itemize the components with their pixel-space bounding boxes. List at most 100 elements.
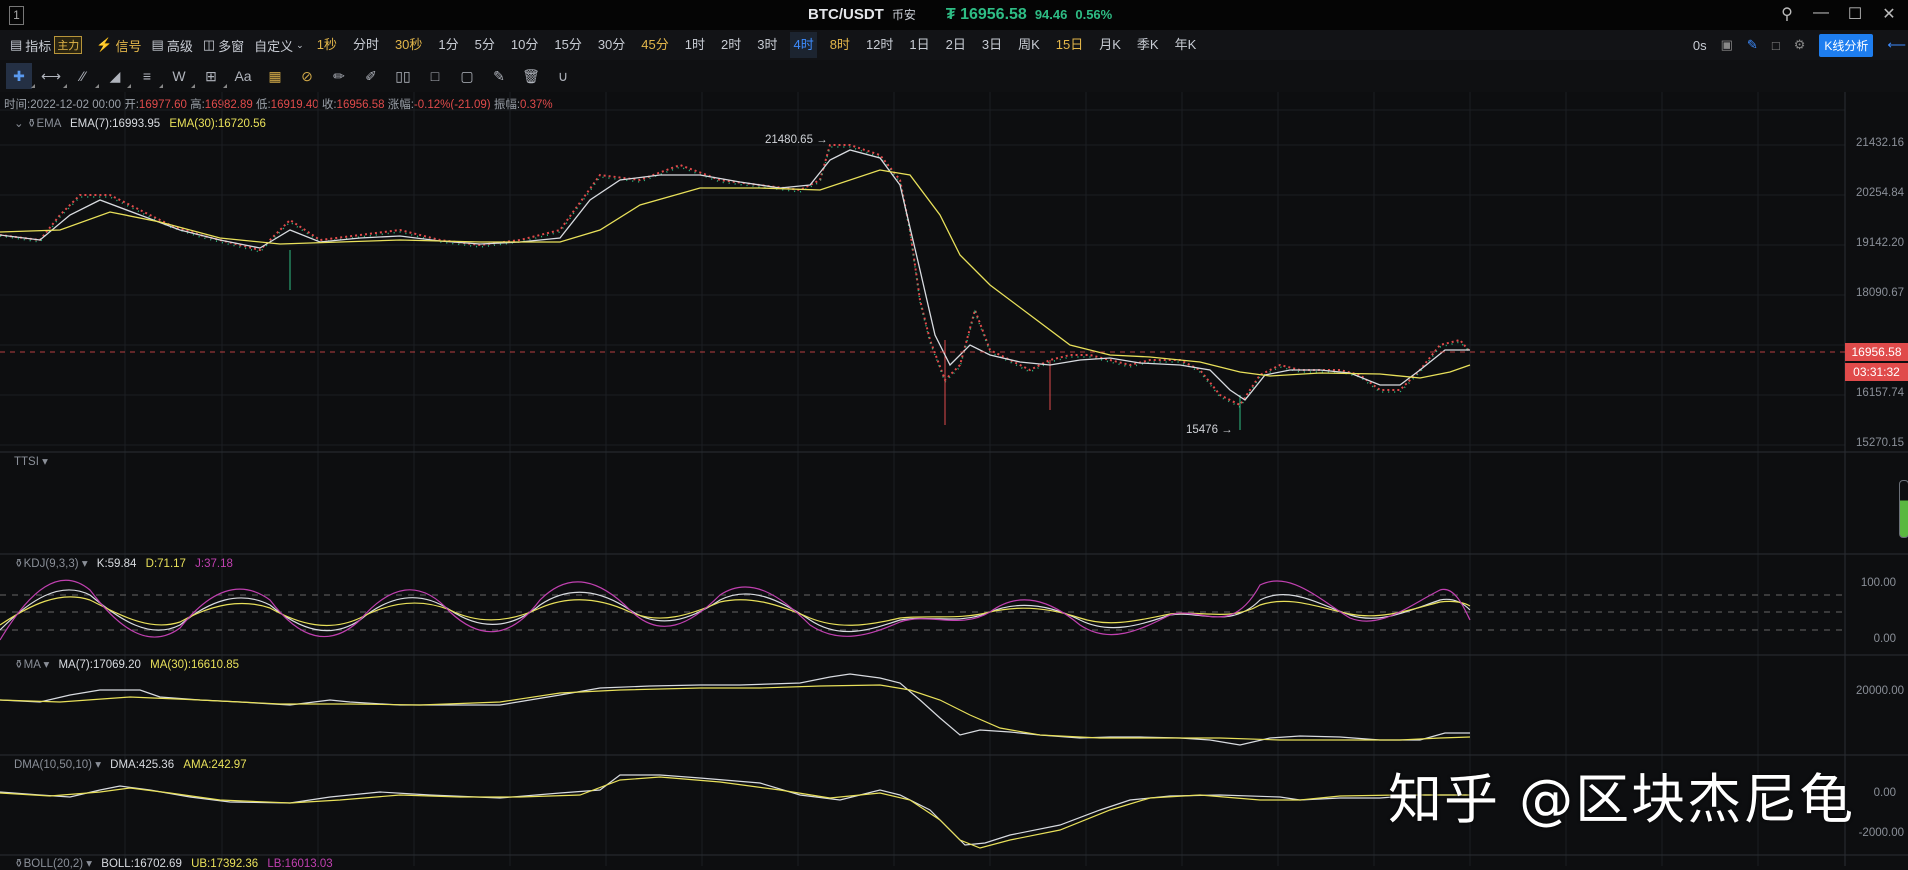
signal-button[interactable]: ⚡ 信号 (96, 37, 142, 54)
magnet-icon[interactable]: ∪ (557, 67, 569, 84)
horizontal-ray-tool-icon[interactable]: ⟷ (38, 63, 67, 89)
text-tool-icon[interactable]: Aa (234, 68, 252, 84)
timeframe-10[interactable]: 2时 (721, 37, 742, 52)
camera-icon[interactable]: ▣ (1720, 37, 1733, 52)
parallel-lines-tool-icon[interactable]: ⁄⁄ (70, 63, 99, 89)
collapse-chevron-icon[interactable]: ⌄ (14, 118, 24, 130)
add-window-icon[interactable]: □ (1771, 37, 1780, 53)
timeframe-1[interactable]: 分时 (352, 37, 379, 52)
timeframe-5[interactable]: 10分 (510, 37, 539, 52)
dropdown-icon[interactable]: ▾ (95, 759, 101, 771)
ttsi-legend: TTSI ▾ (14, 456, 48, 468)
price-axis-label: 19142.20 (1856, 237, 1904, 249)
measure-tool-icon[interactable]: ⊘ (301, 67, 313, 84)
timeframe-17[interactable]: 3日 (981, 37, 1003, 52)
close-icon[interactable]: ✕ (1882, 6, 1896, 23)
dropdown-icon[interactable]: ▾ (43, 659, 50, 671)
window-controls: ⚲ — ☐ ✕ (1778, 4, 1898, 24)
last-price-tag: 16956.58 (1845, 343, 1908, 361)
add-box-tool-icon[interactable]: ⊞ (198, 63, 227, 89)
fib-lines-tool-icon[interactable]: ≡ (134, 63, 163, 89)
countdown-tag: 03:31:32 (1845, 363, 1908, 381)
bar-time: 2022-12-02 00:00 (30, 99, 122, 111)
close-value: 16956.58 (336, 99, 385, 111)
timeframe-0[interactable]: 1秒 (316, 37, 337, 52)
ema-legend: ⌄ ⚱EMA EMA(7):16993.95 EMA(30):16720.56 (14, 118, 266, 130)
marker-tool-icon[interactable]: □ (430, 68, 440, 84)
timeframe-16[interactable]: 2日 (945, 37, 966, 52)
ma-axis-label: 20000.00 (1856, 685, 1904, 697)
timeframe-19[interactable]: 15日 (1055, 37, 1084, 52)
boll-legend: ⚱BOLL(20,2) ▾ BOLL:16702.69 UB:17392.36 … (14, 858, 333, 870)
advanced-icon: ▤ (151, 37, 164, 52)
kdj-lines (0, 579, 1845, 641)
trash-icon[interactable]: 🗑 (522, 67, 540, 84)
timeframe-2[interactable]: 30秒 (394, 37, 423, 52)
pane-scroll-handle[interactable] (1899, 480, 1908, 538)
note-tool-icon[interactable]: ✎ (493, 67, 505, 84)
dropdown-icon[interactable]: ▾ (86, 858, 93, 870)
lightning-icon: ⚡ (96, 37, 113, 52)
price-axis-label: 18090.67 (1856, 287, 1904, 299)
timeframe-11[interactable]: 3时 (757, 37, 778, 52)
exchange-name: 币安 (891, 8, 916, 22)
k-analysis-button[interactable]: K线分析 (1819, 33, 1874, 57)
bell-icon[interactable]: ⚱ (14, 858, 24, 870)
pencil-icon[interactable]: ✎ (1746, 37, 1758, 52)
bell-icon[interactable]: ⚱ (14, 558, 24, 570)
dma-axis-label: -2000.00 (1858, 827, 1904, 839)
low-value: 16919.40 (270, 99, 319, 111)
timeframe-13[interactable]: 8时 (829, 37, 850, 52)
chart-icon: ▤ (10, 37, 23, 52)
triangle-tool-icon[interactable]: ◢ (102, 63, 131, 89)
timeframe-22[interactable]: 年K (1174, 37, 1197, 52)
dropdown-icon[interactable]: ▾ (42, 456, 48, 468)
ruler-tool-icon[interactable]: ▦ (268, 67, 282, 84)
timeframe-20[interactable]: 月K (1099, 37, 1121, 52)
custom-dropdown[interactable]: 自定义 ⌄ (254, 38, 304, 54)
watermark: 知乎 @区块杰尼龟 (1388, 768, 1856, 831)
wave-tool-icon[interactable]: W (166, 63, 195, 89)
price-change-pct: 0.56% (1075, 7, 1113, 22)
search-icon[interactable]: ⚲ (1781, 6, 1793, 23)
timeframe-6[interactable]: 15分 (554, 37, 582, 52)
crosshair-tool-icon[interactable]: ✚ (6, 63, 35, 89)
timeframe-18[interactable]: 周K (1018, 37, 1040, 52)
timeframe-21[interactable]: 季K (1136, 37, 1159, 52)
dropdown-icon[interactable]: ▾ (81, 558, 88, 570)
minimize-icon[interactable]: — (1813, 4, 1829, 21)
bell-icon[interactable]: ⚱ (14, 659, 24, 671)
bookmark-tool-icon[interactable]: ▢ (460, 67, 474, 84)
symbol-name[interactable]: BTC/USDT (808, 6, 884, 23)
timeframe-selector: 1秒 分时 30秒 1分 5分 10分 15分 30分 45分 1时 2时 3时 4时 8时 12时 1日 2日… (304, 32, 1200, 58)
timeframe-12[interactable]: 4时 (790, 32, 817, 58)
window-number[interactable]: 1 (9, 6, 24, 25)
timeframe-3[interactable]: 1分 (438, 37, 459, 52)
main-force-badge[interactable]: 主力 (54, 36, 83, 54)
timeframe-14[interactable]: 12时 (865, 37, 894, 52)
indicators-button[interactable]: ▤ 指标 主力 (10, 36, 83, 55)
timeframe-7[interactable]: 30分 (597, 37, 626, 52)
timeframe-8[interactable]: 45分 (641, 37, 669, 52)
dma-axis-label: 0.00 (1873, 787, 1896, 799)
kdj-axis-label: 100.00 (1860, 577, 1896, 589)
maximize-icon[interactable]: ☐ (1847, 6, 1863, 23)
brush-tool-icon[interactable]: ✐ (365, 67, 377, 84)
advanced-button[interactable]: ▤ 高级 (151, 37, 193, 54)
multi-window-button[interactable]: ◫ 多窗 (202, 37, 245, 54)
candlesticks (0, 144, 1471, 430)
share-icon[interactable]: ⟵ (1887, 37, 1906, 52)
pencil-tool-icon[interactable]: ✏ (333, 67, 345, 84)
timeframe-15[interactable]: 1日 (909, 37, 930, 52)
timeframe-9[interactable]: 1时 (684, 37, 705, 52)
drawing-toolbar: ✚ ⟷ ⁄⁄ ◢ ≡ W ⊞ Aa ▦ ⊘ ✏ ✐ ▯▯ □ ▢ ✎ 🗑 ∪ (0, 60, 1908, 92)
bell-icon[interactable]: ⚱ (26, 118, 37, 130)
amplitude-value: 0.37% (520, 99, 553, 111)
timeframe-4[interactable]: 5分 (474, 37, 495, 52)
candle-compare-tool-icon[interactable]: ▯▯ (395, 67, 411, 84)
high-annotation: 21480.65 → (765, 134, 828, 146)
title-bar: 1 BTC/USDT 币安 ₮ 16956.58 94.46 0.56% ⚲ —… (0, 0, 1908, 30)
settings-icon[interactable]: ⚙ (1793, 37, 1806, 52)
chevron-down-icon: ⌄ (296, 39, 304, 50)
